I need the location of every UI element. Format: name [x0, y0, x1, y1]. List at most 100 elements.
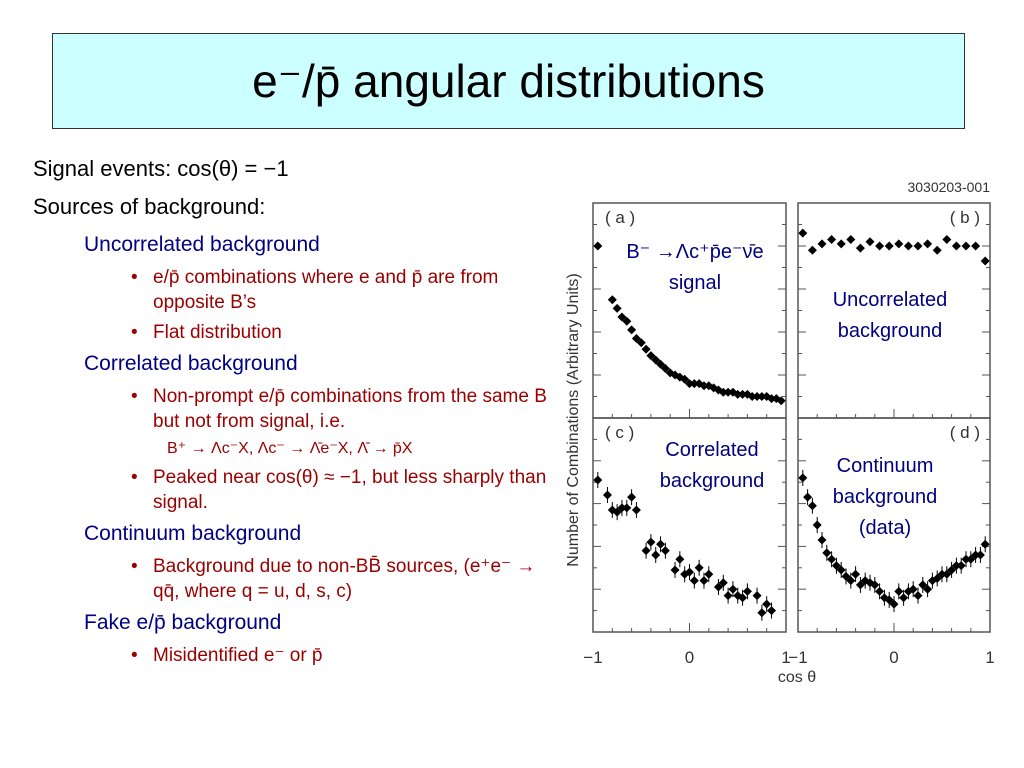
- x-tick-label: 1: [781, 648, 790, 667]
- data-point: [689, 576, 699, 586]
- data-point: [966, 554, 976, 564]
- data-point: [855, 243, 865, 253]
- intro-line: Sources of background:: [33, 194, 266, 219]
- data-point: [807, 245, 817, 255]
- data-point: [670, 565, 680, 575]
- section-heading: Uncorrelated background: [84, 233, 320, 256]
- decay-chain: B⁺ → Λc⁻X, Λc⁻ → Λ̄e⁻X, Λ̄ → p̄X: [167, 440, 413, 457]
- panel-tag: ( c ): [605, 423, 634, 442]
- data-point: [641, 546, 651, 556]
- section-heading: Fake e/p̄ background: [84, 611, 282, 634]
- data-point: [627, 492, 637, 502]
- y-axis-label: Number of Combinations (Arbitrary Units): [565, 273, 582, 566]
- data-point: [884, 241, 894, 251]
- data-point: [971, 550, 981, 560]
- data-point: [875, 241, 885, 251]
- body-text: Signal events: cos(θ) = −1 Sources of bac…: [33, 150, 563, 668]
- bullet: Flat distribution: [131, 320, 553, 345]
- data-point: [798, 473, 808, 483]
- data-point: [812, 520, 822, 530]
- data-point: [827, 235, 837, 245]
- data-point: [980, 256, 990, 266]
- data-point: [913, 241, 923, 251]
- data-point: [622, 316, 632, 326]
- data-point: [851, 569, 861, 579]
- data-point: [908, 584, 918, 594]
- data-point: [752, 591, 762, 601]
- data-point: [699, 576, 709, 586]
- data-point: [723, 591, 733, 601]
- data-point: [836, 565, 846, 575]
- data-point: [607, 505, 617, 515]
- data-point: [889, 599, 899, 609]
- bullet: Background due to non-BB̄ sources, (e⁺e⁻…: [131, 554, 553, 604]
- data-point: [713, 582, 723, 592]
- data-point: [723, 387, 733, 397]
- data-point: [738, 389, 748, 399]
- section-heading: Correlated background: [84, 352, 298, 375]
- data-point: [680, 374, 690, 384]
- data-point: [757, 608, 767, 618]
- data-point: [660, 364, 670, 374]
- data-point: [704, 569, 714, 579]
- data-point: [942, 569, 952, 579]
- panel-caption: background: [833, 486, 938, 508]
- data-point: [607, 295, 617, 305]
- data-point: [817, 535, 827, 545]
- data-point: [752, 392, 762, 401]
- data-point: [767, 606, 777, 616]
- data-point: [627, 325, 637, 335]
- data-point: [656, 539, 666, 549]
- data-point: [870, 580, 880, 590]
- x-tick-label: −1: [583, 648, 602, 667]
- x-tick-label: 0: [685, 648, 694, 667]
- bullet: Peaked near cos(θ) ≈ −1, but less sharpl…: [131, 465, 553, 515]
- data-point: [646, 537, 656, 547]
- data-point: [728, 584, 738, 594]
- panel-caption: signal: [669, 272, 721, 294]
- data-point: [807, 501, 817, 511]
- data-point: [875, 586, 885, 596]
- data-point: [855, 580, 865, 590]
- data-point: [817, 239, 827, 249]
- panel-tag: ( d ): [950, 423, 980, 442]
- data-point: [694, 563, 704, 573]
- data-point: [798, 228, 808, 238]
- data-point: [612, 303, 622, 313]
- data-point: [718, 387, 728, 397]
- data-point: [961, 241, 971, 251]
- data-point: [617, 503, 627, 513]
- data-point: [602, 490, 612, 500]
- data-point: [767, 394, 777, 404]
- section-heading: Continuum background: [84, 522, 302, 545]
- data-point: [776, 396, 786, 406]
- data-point: [612, 507, 622, 517]
- data-point: [738, 593, 748, 603]
- data-point: [894, 239, 904, 249]
- panel-caption: background: [660, 470, 765, 492]
- data-point: [942, 235, 952, 245]
- data-point: [631, 333, 641, 343]
- data-point: [846, 576, 856, 586]
- data-point: [685, 567, 694, 577]
- data-point: [641, 344, 651, 354]
- panel-caption: (data): [859, 517, 911, 539]
- data-point: [631, 505, 641, 515]
- data-point: [803, 492, 813, 502]
- panel-caption: B⁻ →Λc⁺p̄e⁻ν̄e: [626, 241, 763, 263]
- x-tick-label: 1: [985, 648, 994, 667]
- data-point: [742, 586, 752, 596]
- data-point: [617, 312, 627, 322]
- panel-tag: ( a ): [605, 208, 635, 227]
- data-point: [846, 235, 856, 245]
- data-point: [675, 554, 685, 564]
- data-point: [622, 503, 632, 513]
- data-point: [733, 389, 743, 399]
- data-point: [660, 546, 670, 556]
- panel-tag: ( b ): [950, 208, 980, 227]
- data-point: [685, 379, 694, 389]
- data-point: [593, 241, 603, 251]
- data-point: [656, 359, 666, 369]
